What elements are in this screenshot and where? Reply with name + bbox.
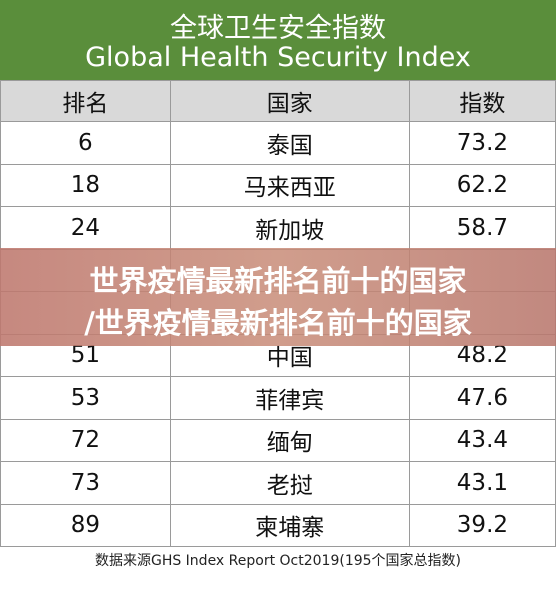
row: 18 马来西亚 62.2: [0, 163, 556, 207]
row: 72 缅甸 43.4: [0, 418, 556, 462]
cell: 53: [0, 376, 171, 420]
row: 73 老挝 43.1: [0, 461, 556, 505]
cell: 马来西亚: [169, 163, 410, 207]
overlay-text: /世界疫情最新排名前十的国家: [84, 306, 472, 340]
cell: 43.1: [408, 461, 556, 505]
row: 53 菲律宾 47.6: [0, 376, 556, 420]
column-header: 国家: [169, 80, 410, 122]
cell: 24: [0, 206, 171, 250]
cell: 43.4: [408, 418, 556, 462]
cell: 58.7: [408, 206, 556, 250]
subtitle: Global Health Security Index: [85, 42, 471, 73]
row: 24 新加坡 58.7: [0, 206, 556, 250]
cell: 73: [0, 461, 171, 505]
cell: 18: [0, 163, 171, 207]
overlay-banner: 世界疫情最新排名前十的国家 /世界疫情最新排名前十的国家: [0, 248, 556, 346]
cell: 老挝: [169, 461, 410, 505]
column-header: 指数: [408, 80, 556, 122]
header-row: 排名 国家 指数: [0, 80, 556, 122]
cell: 菲律宾: [169, 376, 410, 420]
row: 6 泰国 73.2: [0, 121, 556, 165]
header: 全球卫生安全指数 Global Health Security Index: [0, 0, 556, 80]
cell: 72: [0, 418, 171, 462]
title: 全球卫生安全指数: [170, 13, 386, 44]
overlay-text: 世界疫情最新排名前十的国家: [89, 264, 467, 298]
row: 89 柬埔寨 39.2: [0, 503, 556, 547]
cell: 62.2: [408, 163, 556, 207]
source-note: 数据来源GHS Index Report Oct2019(195个国家总指数): [94, 553, 462, 569]
cell: 新加坡: [169, 206, 410, 250]
cell: 89: [0, 503, 171, 547]
cell: 柬埔寨: [169, 503, 410, 547]
cell: 6: [0, 121, 171, 165]
cell: 47.6: [408, 376, 556, 420]
cell: 39.2: [408, 503, 556, 547]
column-header: 排名: [0, 80, 171, 122]
cell: 缅甸: [169, 418, 410, 462]
cell: 73.2: [408, 121, 556, 165]
cell: 泰国: [169, 121, 410, 165]
